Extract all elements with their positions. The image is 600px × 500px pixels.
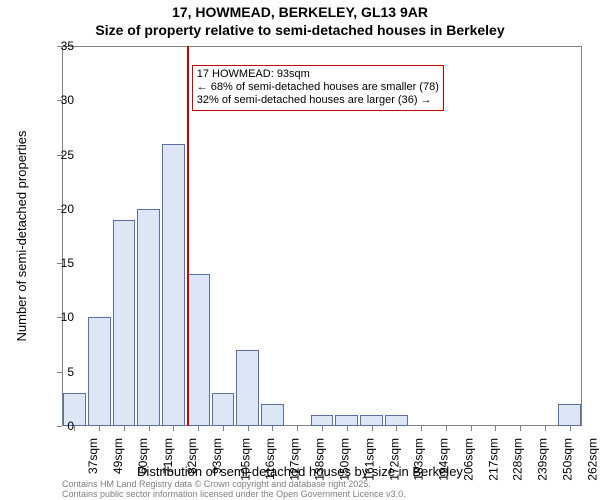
- xtick-mark: [272, 426, 273, 431]
- histogram-bar: [261, 404, 284, 426]
- y-axis-label: Number of semi-detached properties: [14, 131, 29, 342]
- histogram-bar: [236, 350, 259, 426]
- xtick-mark: [248, 426, 249, 431]
- xtick-mark: [223, 426, 224, 431]
- ytick-label: 30: [44, 93, 74, 107]
- xtick-mark: [297, 426, 298, 431]
- xtick-mark: [446, 426, 447, 431]
- annotation-larger: 32% of semi-detached houses are larger (…: [197, 94, 439, 107]
- histogram-bar: [88, 317, 111, 426]
- ytick-label: 20: [44, 202, 74, 216]
- xtick-mark: [99, 426, 100, 431]
- xtick-mark: [173, 426, 174, 431]
- xtick-mark: [570, 426, 571, 431]
- xtick-mark: [149, 426, 150, 431]
- marker-line: [187, 46, 189, 426]
- xtick-mark: [372, 426, 373, 431]
- xtick-mark: [495, 426, 496, 431]
- xtick-mark: [347, 426, 348, 431]
- xtick-mark: [520, 426, 521, 431]
- histogram-bar: [360, 415, 383, 426]
- ytick-label: 0: [44, 419, 74, 433]
- chart-subtitle: Size of property relative to semi-detach…: [0, 22, 600, 38]
- xtick-mark: [421, 426, 422, 431]
- ytick-label: 25: [44, 148, 74, 162]
- ytick-label: 10: [44, 310, 74, 324]
- xtick-mark: [471, 426, 472, 431]
- annotation-smaller: ← 68% of semi-detached houses are smalle…: [197, 81, 439, 94]
- ytick-label: 15: [44, 256, 74, 270]
- xtick-mark: [322, 426, 323, 431]
- histogram-bar: [311, 415, 334, 426]
- histogram-bar: [385, 415, 408, 426]
- histogram-bar: [137, 209, 160, 426]
- histogram-bar: [335, 415, 358, 426]
- histogram-bar: [187, 274, 210, 426]
- xtick-mark: [396, 426, 397, 431]
- xtick-mark: [124, 426, 125, 431]
- plot-area: 37sqm49sqm60sqm71sqm82sqm93sqm105sqm116s…: [62, 46, 582, 426]
- xtick-mark: [74, 426, 75, 431]
- histogram-bar: [212, 393, 235, 426]
- annotation-box: 17 HOWMEAD: 93sqm← 68% of semi-detached …: [192, 65, 444, 111]
- ytick-label: 35: [44, 39, 74, 53]
- x-axis-label: Distribution of semi-detached houses by …: [0, 464, 600, 479]
- chart-title: 17, HOWMEAD, BERKELEY, GL13 9AR: [0, 4, 600, 20]
- xtick-mark: [545, 426, 546, 431]
- ytick-label: 5: [44, 365, 74, 379]
- histogram-bar: [162, 144, 185, 426]
- footer-text: Contains HM Land Registry data © Crown c…: [62, 480, 406, 500]
- histogram-bar: [113, 220, 136, 426]
- xtick-mark: [198, 426, 199, 431]
- footer-line-2: Contains public sector information licen…: [62, 490, 406, 500]
- histogram-bar: [558, 404, 581, 426]
- annotation-title: 17 HOWMEAD: 93sqm: [197, 68, 439, 81]
